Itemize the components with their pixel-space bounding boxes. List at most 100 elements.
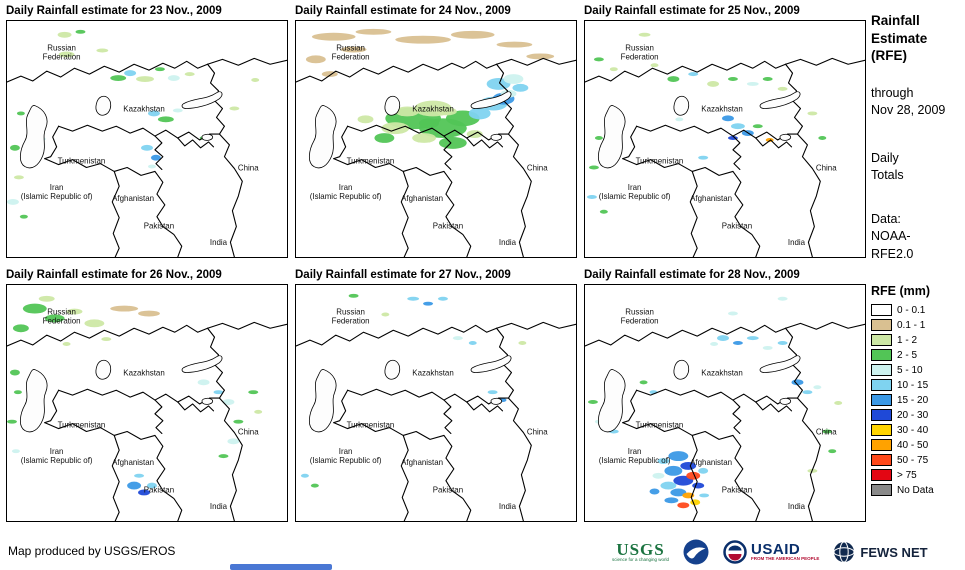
- map-frame: Russian Federation Kazakhstan Turkmenistan C…: [584, 284, 866, 522]
- fewsnet-logo[interactable]: FEWS NET: [833, 541, 928, 563]
- svg-text:Iran(Islamic Republic of): Iran (Islamic Republic of): [310, 183, 382, 201]
- svg-text:Afghanistan: Afghanistan: [401, 458, 443, 467]
- legend-item: 30 - 40: [871, 424, 963, 436]
- map-panel-23nov: Daily Rainfall estimate for 23 Nov., 200…: [6, 4, 288, 258]
- svg-text:China: China: [527, 428, 548, 437]
- svg-text:India: India: [499, 238, 517, 247]
- rainfall-map: Russian Federation Kazakhstan Turkmenistan C…: [296, 28, 576, 257]
- legend-label: 50 - 75: [897, 454, 929, 466]
- svg-text:Pakistan: Pakistan: [722, 222, 752, 231]
- fewsnet-logo-text: FEWS NET: [860, 544, 928, 560]
- usaid-logo-text: USAID: [751, 541, 801, 558]
- svg-text:Afghanistan: Afghanistan: [690, 194, 732, 203]
- svg-text:India: India: [788, 238, 806, 247]
- legend-swatch: [871, 364, 892, 376]
- svg-text:India: India: [499, 502, 517, 511]
- map-frame: Russian Federation Kazakhstan Turkmenistan C…: [6, 284, 288, 522]
- svg-text:Turkmenistan: Turkmenistan: [636, 421, 684, 430]
- rainfall-map: Russian Federation Kazakhstan Turkmenistan C…: [585, 296, 865, 521]
- panel-title: Daily Rainfall estimate for 25 Nov., 200…: [584, 5, 800, 17]
- legend-title: RFE (mm): [871, 284, 931, 298]
- usgs-logo[interactable]: USGS science for a changing world: [612, 540, 670, 562]
- panel-title: Daily Rainfall estimate for 23 Nov., 200…: [6, 5, 222, 17]
- legend-label: 0.1 - 1: [897, 319, 926, 331]
- svg-text:Afghanistan: Afghanistan: [112, 194, 154, 203]
- legend-items: 0 - 0.1 0.1 - 1 1 - 2 2 - 5 5 - 10 10 - 15 15 …: [871, 304, 963, 496]
- svg-text:China: China: [527, 164, 548, 173]
- sidebar-title: Rainfall Estimate (RFE): [871, 13, 928, 64]
- panel-title: Daily Rainfall estimate for 28 Nov., 200…: [584, 269, 800, 281]
- legend-label: 20 - 30: [897, 409, 929, 421]
- map-panel-26nov: Daily Rainfall estimate for 26 Nov., 200…: [6, 268, 288, 522]
- svg-text:China: China: [816, 164, 837, 173]
- legend-item: 1 - 2: [871, 334, 963, 346]
- map-panel-28nov: Daily Rainfall estimate for 28 Nov., 200…: [584, 268, 866, 522]
- legend-swatch: [871, 424, 892, 436]
- legend-label: > 75: [897, 469, 917, 481]
- legend-label: 0 - 0.1: [897, 304, 926, 316]
- svg-text:Pakistan: Pakistan: [722, 486, 752, 495]
- rainfall-map: Russian Federation Kazakhstan Turkmenistan C…: [7, 295, 287, 521]
- svg-text:Iran(Islamic Republic of): Iran (Islamic Republic of): [310, 447, 382, 465]
- legend-label: 30 - 40: [897, 424, 929, 436]
- map-panel-27nov: Daily Rainfall estimate for 27 Nov., 200…: [295, 268, 577, 522]
- svg-text:China: China: [238, 428, 259, 437]
- legend-swatch: [871, 394, 892, 406]
- svg-text:Iran(Islamic Republic of): Iran (Islamic Republic of): [599, 447, 671, 465]
- usaid-seal-icon: [723, 540, 747, 564]
- legend: RFE (mm) 0 - 0.1 0.1 - 1 1 - 2 2 - 5 5 - 10 1…: [871, 284, 963, 499]
- legend-swatch: [871, 349, 892, 361]
- usgs-tagline: science for a changing world: [612, 557, 670, 562]
- sidebar-daily-totals: Daily Totals: [871, 150, 904, 183]
- map-frame: Russian Federation Kazakhstan Turkmenistan C…: [295, 284, 577, 522]
- usgs-logo-text: USGS: [616, 540, 665, 559]
- legend-swatch: [871, 454, 892, 466]
- svg-text:Iran(Islamic Republic of): Iran (Islamic Republic of): [21, 447, 93, 465]
- legend-swatch: [871, 319, 892, 331]
- panel-title: Daily Rainfall estimate for 27 Nov., 200…: [295, 269, 511, 281]
- legend-label: 10 - 15: [897, 379, 929, 391]
- legend-swatch: [871, 484, 892, 496]
- svg-text:Turkmenistan: Turkmenistan: [58, 157, 106, 166]
- usaid-logo[interactable]: USAID FROM THE AMERICAN PEOPLE: [723, 540, 819, 564]
- noaa-logo-icon[interactable]: [683, 539, 709, 565]
- bottom-strip: [230, 564, 332, 570]
- map-frame: Russian Federation Kazakhstan Turkmenistan C…: [584, 20, 866, 258]
- map-credit: Map produced by USGS/EROS: [8, 544, 176, 558]
- legend-item: No Data: [871, 484, 963, 496]
- usaid-tagline: FROM THE AMERICAN PEOPLE: [751, 556, 820, 561]
- maps-grid: Daily Rainfall estimate for 23 Nov., 200…: [6, 4, 868, 522]
- svg-text:Turkmenistan: Turkmenistan: [347, 157, 395, 166]
- svg-text:Pakistan: Pakistan: [433, 222, 463, 231]
- legend-item: 40 - 50: [871, 439, 963, 451]
- panel-title: Daily Rainfall estimate for 24 Nov., 200…: [295, 5, 511, 17]
- svg-text:Afghanistan: Afghanistan: [112, 458, 154, 467]
- svg-text:Kazakhstan: Kazakhstan: [701, 105, 742, 114]
- legend-item: 2 - 5: [871, 349, 963, 361]
- svg-text:Kazakhstan: Kazakhstan: [412, 105, 453, 114]
- legend-label: 40 - 50: [897, 439, 929, 451]
- sidebar: Rainfall Estimate (RFE) through Nov 28, …: [871, 12, 963, 564]
- footer-logos: USGS science for a changing world USAID …: [612, 537, 928, 567]
- map-frame: Russian Federation Kazakhstan Turkmenistan C…: [6, 20, 288, 258]
- svg-text:Afghanistan: Afghanistan: [401, 194, 443, 203]
- svg-text:Kazakhstan: Kazakhstan: [123, 105, 164, 114]
- sidebar-through-date: through Nov 28, 2009: [871, 85, 946, 118]
- svg-text:China: China: [238, 164, 259, 173]
- legend-label: 15 - 20: [897, 394, 929, 406]
- legend-label: 2 - 5: [897, 349, 918, 361]
- legend-swatch: [871, 334, 892, 346]
- svg-text:Pakistan: Pakistan: [144, 486, 174, 495]
- legend-label: 1 - 2: [897, 334, 918, 346]
- map-panel-25nov: Daily Rainfall estimate for 25 Nov., 200…: [584, 4, 866, 258]
- legend-swatch: [871, 304, 892, 316]
- svg-text:Pakistan: Pakistan: [144, 222, 174, 231]
- svg-text:Iran(Islamic Republic of): Iran (Islamic Republic of): [599, 183, 671, 201]
- legend-item: 20 - 30: [871, 409, 963, 421]
- svg-text:Iran(Islamic Republic of): Iran (Islamic Republic of): [21, 183, 93, 201]
